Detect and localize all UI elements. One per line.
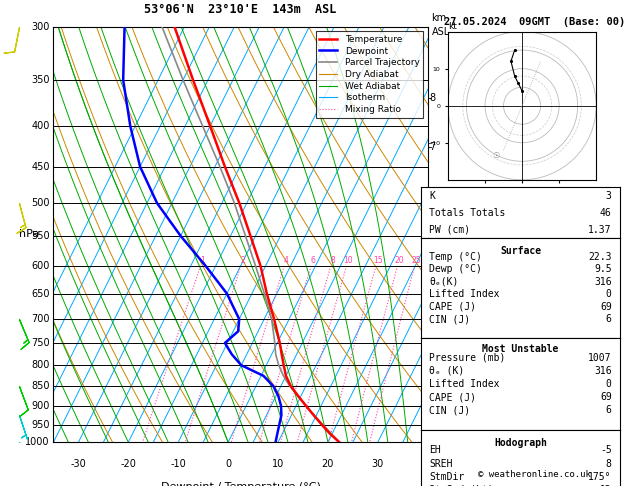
- Text: 69: 69: [600, 302, 611, 312]
- Text: 5: 5: [430, 235, 436, 244]
- Text: 22.3: 22.3: [588, 252, 611, 262]
- Text: 1000: 1000: [25, 437, 50, 447]
- Text: CIN (J): CIN (J): [430, 314, 470, 324]
- Text: Mixing Ratio (g/kg): Mixing Ratio (g/kg): [457, 191, 466, 278]
- Text: 27.05.2024  09GMT  (Base: 00): 27.05.2024 09GMT (Base: 00): [444, 17, 625, 27]
- Text: © weatheronline.co.uk: © weatheronline.co.uk: [478, 469, 591, 479]
- Text: 0: 0: [606, 379, 611, 389]
- Text: 6: 6: [310, 256, 315, 265]
- Text: 3: 3: [430, 320, 436, 330]
- Text: 25: 25: [411, 256, 421, 265]
- Text: 1007: 1007: [588, 352, 611, 363]
- Text: 46: 46: [600, 208, 611, 218]
- Text: 316: 316: [594, 366, 611, 376]
- Text: 6: 6: [606, 314, 611, 324]
- Text: 650: 650: [31, 289, 50, 298]
- Text: 900: 900: [31, 401, 50, 411]
- Text: kt: kt: [448, 22, 457, 31]
- Text: 2: 2: [240, 256, 245, 265]
- Text: Temp (°C): Temp (°C): [430, 252, 482, 262]
- Text: 500: 500: [31, 198, 50, 208]
- Text: θₑ (K): θₑ (K): [430, 366, 465, 376]
- Text: Lifted Index: Lifted Index: [430, 289, 500, 299]
- Text: PW (cm): PW (cm): [430, 225, 470, 235]
- Text: 8: 8: [330, 256, 335, 265]
- Text: 40: 40: [421, 459, 434, 469]
- Text: 4: 4: [430, 278, 436, 288]
- Text: 20: 20: [321, 459, 334, 469]
- Text: 175°: 175°: [588, 472, 611, 482]
- Text: CAPE (J): CAPE (J): [430, 302, 476, 312]
- Text: Dewp (°C): Dewp (°C): [430, 264, 482, 274]
- Text: 2: 2: [430, 361, 436, 371]
- Text: hPa: hPa: [19, 229, 39, 240]
- Text: 1.37: 1.37: [588, 225, 611, 235]
- Text: 0: 0: [225, 459, 231, 469]
- Text: Lifted Index: Lifted Index: [430, 379, 500, 389]
- Text: Hodograph: Hodograph: [494, 438, 547, 449]
- Text: StmDir: StmDir: [430, 472, 465, 482]
- Text: 700: 700: [31, 314, 50, 324]
- Text: 53°06'N  23°10'E  143m  ASL: 53°06'N 23°10'E 143m ASL: [145, 3, 337, 17]
- Text: -10: -10: [170, 459, 186, 469]
- Text: 30: 30: [372, 459, 384, 469]
- Legend: Temperature, Dewpoint, Parcel Trajectory, Dry Adiabat, Wet Adiabat, Isotherm, Mi: Temperature, Dewpoint, Parcel Trajectory…: [316, 31, 423, 118]
- Text: LCL: LCL: [445, 380, 461, 389]
- Text: CAPE (J): CAPE (J): [430, 392, 476, 402]
- Text: 10: 10: [272, 459, 284, 469]
- Text: 4: 4: [284, 256, 289, 265]
- Text: 450: 450: [31, 162, 50, 172]
- Text: 800: 800: [31, 360, 50, 370]
- Text: EH: EH: [430, 445, 441, 455]
- Text: Totals Totals: Totals Totals: [430, 208, 506, 218]
- Text: CIN (J): CIN (J): [430, 405, 470, 416]
- Text: -5: -5: [600, 445, 611, 455]
- Text: -30: -30: [70, 459, 86, 469]
- Text: Dewpoint / Temperature (°C): Dewpoint / Temperature (°C): [160, 482, 321, 486]
- Text: ASL: ASL: [431, 27, 450, 37]
- Text: 316: 316: [594, 277, 611, 287]
- Text: 6: 6: [606, 405, 611, 416]
- Text: 8: 8: [430, 93, 436, 103]
- Text: 950: 950: [31, 419, 50, 430]
- Text: 6: 6: [430, 189, 436, 199]
- Text: 0: 0: [606, 289, 611, 299]
- Text: θₑ(K): θₑ(K): [430, 277, 459, 287]
- Text: 3: 3: [606, 191, 611, 201]
- Text: SREH: SREH: [430, 458, 453, 469]
- Text: km: km: [431, 13, 447, 22]
- Text: 300: 300: [31, 22, 50, 32]
- Text: Most Unstable: Most Unstable: [482, 344, 559, 354]
- Text: 850: 850: [31, 381, 50, 391]
- Text: 7: 7: [430, 142, 436, 152]
- Text: StmSpd (kt): StmSpd (kt): [430, 485, 494, 486]
- Text: 9.5: 9.5: [594, 264, 611, 274]
- Text: Surface: Surface: [500, 245, 541, 256]
- Text: -20: -20: [120, 459, 136, 469]
- Text: 550: 550: [31, 231, 50, 241]
- Text: 400: 400: [31, 121, 50, 131]
- Text: 8: 8: [606, 458, 611, 469]
- Text: K: K: [430, 191, 435, 201]
- Text: ☉: ☉: [493, 151, 500, 159]
- Text: 350: 350: [31, 75, 50, 85]
- Text: 20: 20: [394, 256, 404, 265]
- Text: 600: 600: [31, 261, 50, 271]
- Text: 12: 12: [600, 485, 611, 486]
- Text: 750: 750: [31, 338, 50, 348]
- Text: 69: 69: [600, 392, 611, 402]
- Text: 1: 1: [200, 256, 204, 265]
- Text: 1: 1: [430, 400, 436, 410]
- Text: 10: 10: [343, 256, 353, 265]
- Text: 15: 15: [373, 256, 382, 265]
- Text: Pressure (mb): Pressure (mb): [430, 352, 506, 363]
